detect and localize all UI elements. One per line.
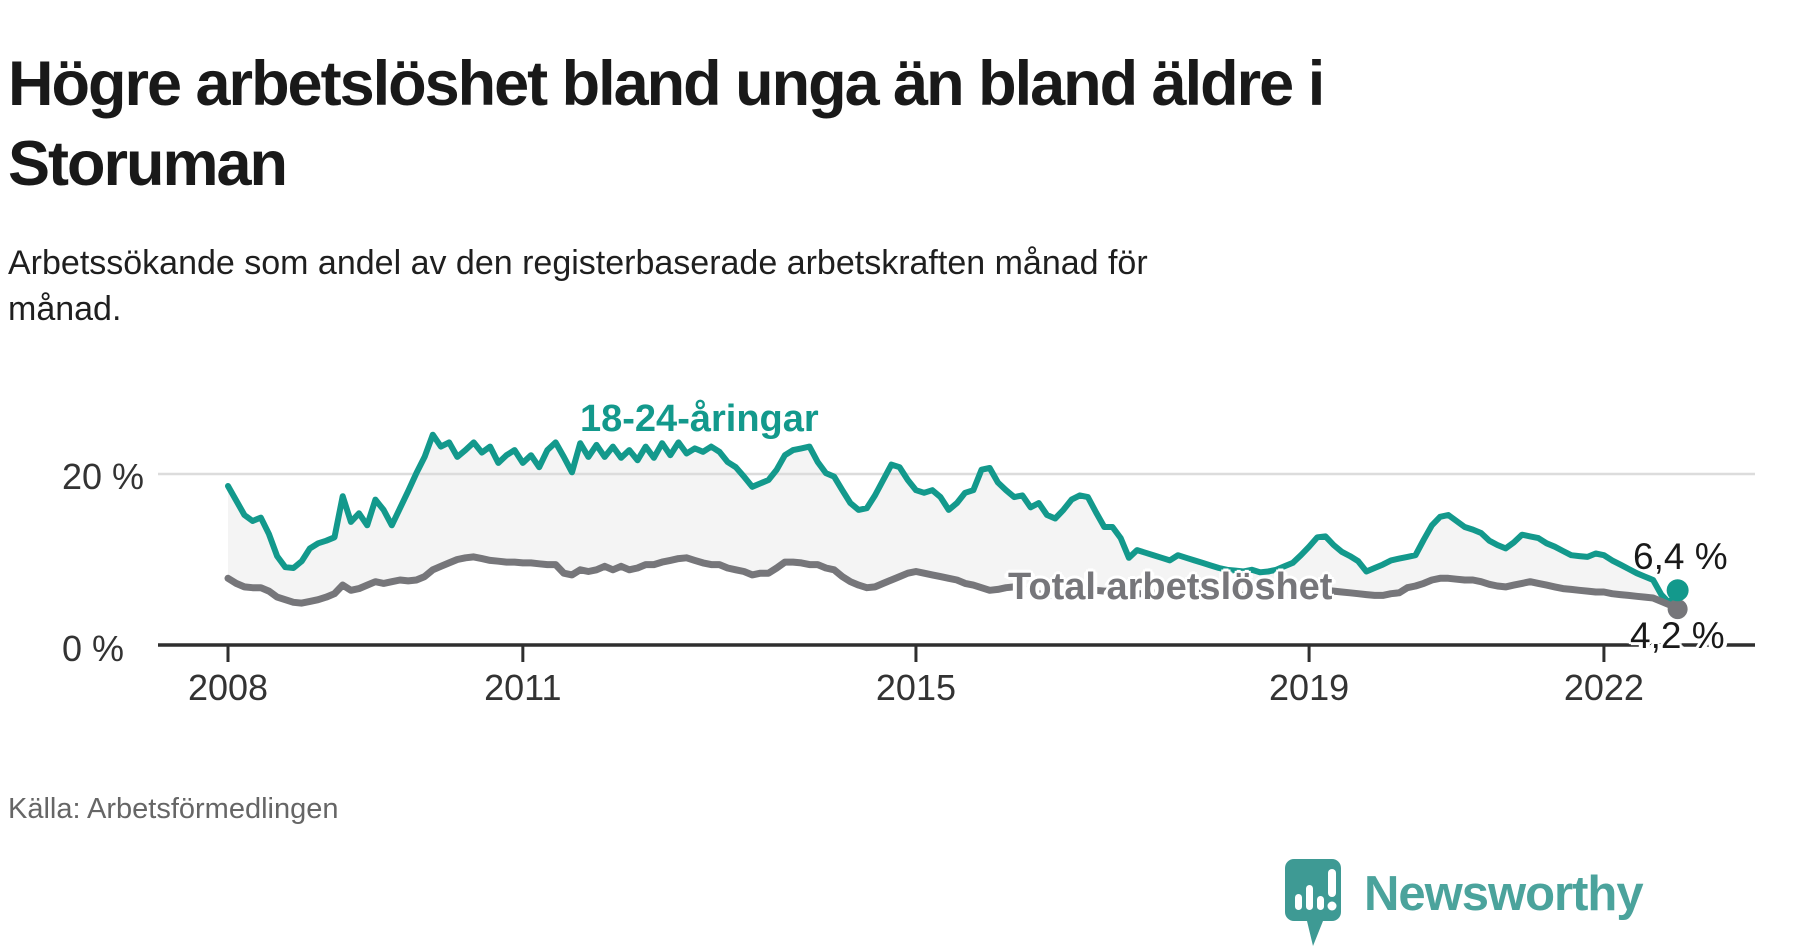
series-youth-endpoint	[1666, 579, 1689, 602]
series-line-total	[224, 553, 1682, 613]
newsworthy-pin-icon	[1285, 859, 1341, 946]
end-value-total: 4,2 %	[1630, 615, 1725, 656]
x-axis-label-2011: 2011	[484, 667, 562, 708]
x-axis-label-2022: 2022	[1563, 667, 1644, 708]
y-axis-label-0: 0 %	[62, 628, 125, 669]
page-title: Högre arbetslöshet bland unga än bland ä…	[8, 49, 1325, 200]
series-label-total: Total arbetslöshet	[1008, 566, 1333, 608]
x-axis-label-2015: 2015	[875, 667, 956, 708]
page-subtitle: Arbetssökande som andel av den registerb…	[8, 244, 1148, 328]
series-line-youth	[225, 431, 1681, 607]
series-label-youth: 18-24-åringar	[580, 398, 819, 440]
area-between-series	[228, 434, 1678, 610]
x-axis-ticks	[226, 645, 1606, 662]
x-axis-label-2008: 2008	[187, 667, 269, 708]
source-note: Källa: Arbetsförmedlingen	[8, 793, 339, 825]
y-axis-label-20: 20 %	[62, 456, 145, 497]
newsworthy-wordmark: Newsworthy	[1364, 867, 1644, 921]
x-axis-label-2019: 2019	[1269, 667, 1350, 708]
end-value-youth: 6,4 %	[1633, 536, 1728, 577]
newsworthy-logo: Newsworthy	[1284, 858, 1644, 948]
